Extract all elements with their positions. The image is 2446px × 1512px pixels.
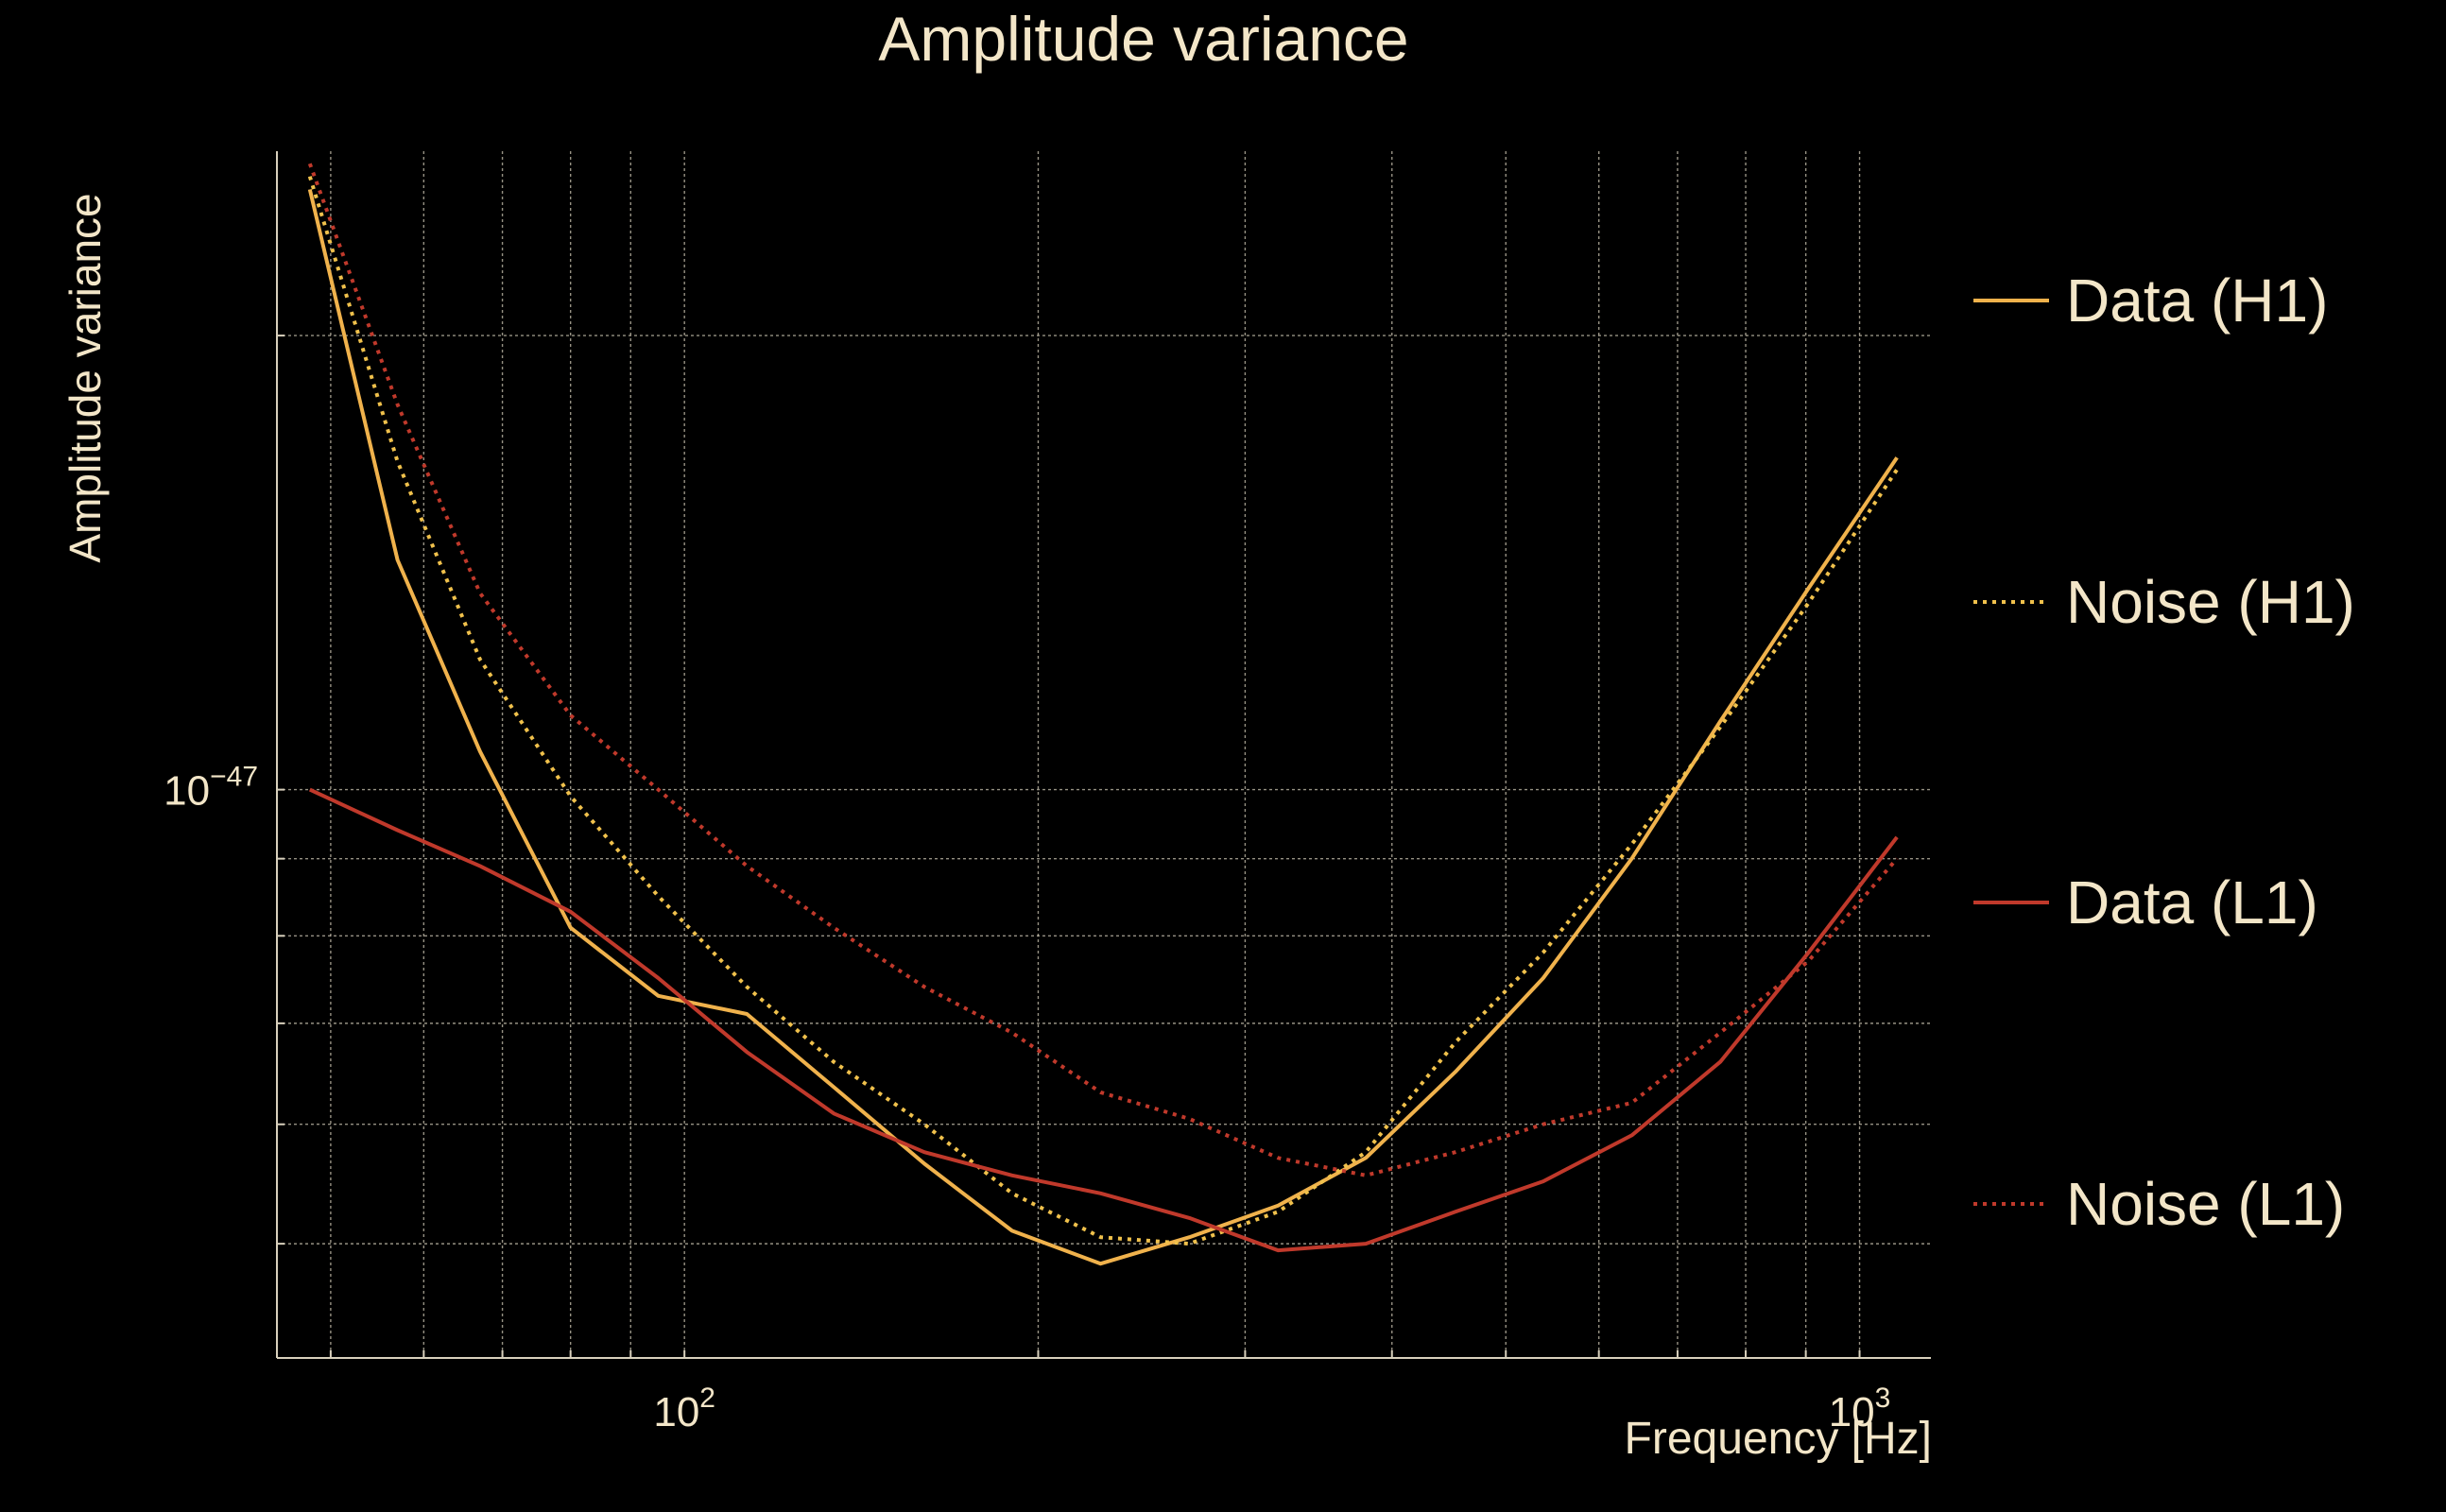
legend: Data (H1) Noise (H1) Data (L1) Noise (L1) — [1973, 266, 2355, 1238]
x-tick-label: 103 — [1829, 1383, 1891, 1435]
tick-labels: 102 103 10−47 — [164, 762, 1890, 1435]
series-line-2 — [307, 176, 1899, 1246]
axes — [276, 151, 1931, 1359]
chart-title: Amplitude variance — [878, 4, 1408, 74]
series-line-4 — [307, 163, 1899, 1177]
y-tick-label: 10−47 — [164, 762, 258, 815]
series-lines — [307, 163, 1899, 1266]
legend-label: Data (H1) — [2066, 266, 2328, 335]
grid — [277, 151, 1931, 1358]
series-line-3 — [308, 787, 1899, 1253]
x-tick-label: 102 — [653, 1383, 715, 1435]
series-line-1 — [307, 188, 1899, 1266]
legend-label: Noise (H1) — [2066, 568, 2355, 636]
legend-label: Data (L1) — [2066, 868, 2318, 936]
x-axis-label: Frequency [Hz] — [1625, 1414, 1932, 1464]
legend-label: Noise (L1) — [2066, 1170, 2345, 1238]
y-axis-label: Amplitude variance — [60, 193, 110, 562]
